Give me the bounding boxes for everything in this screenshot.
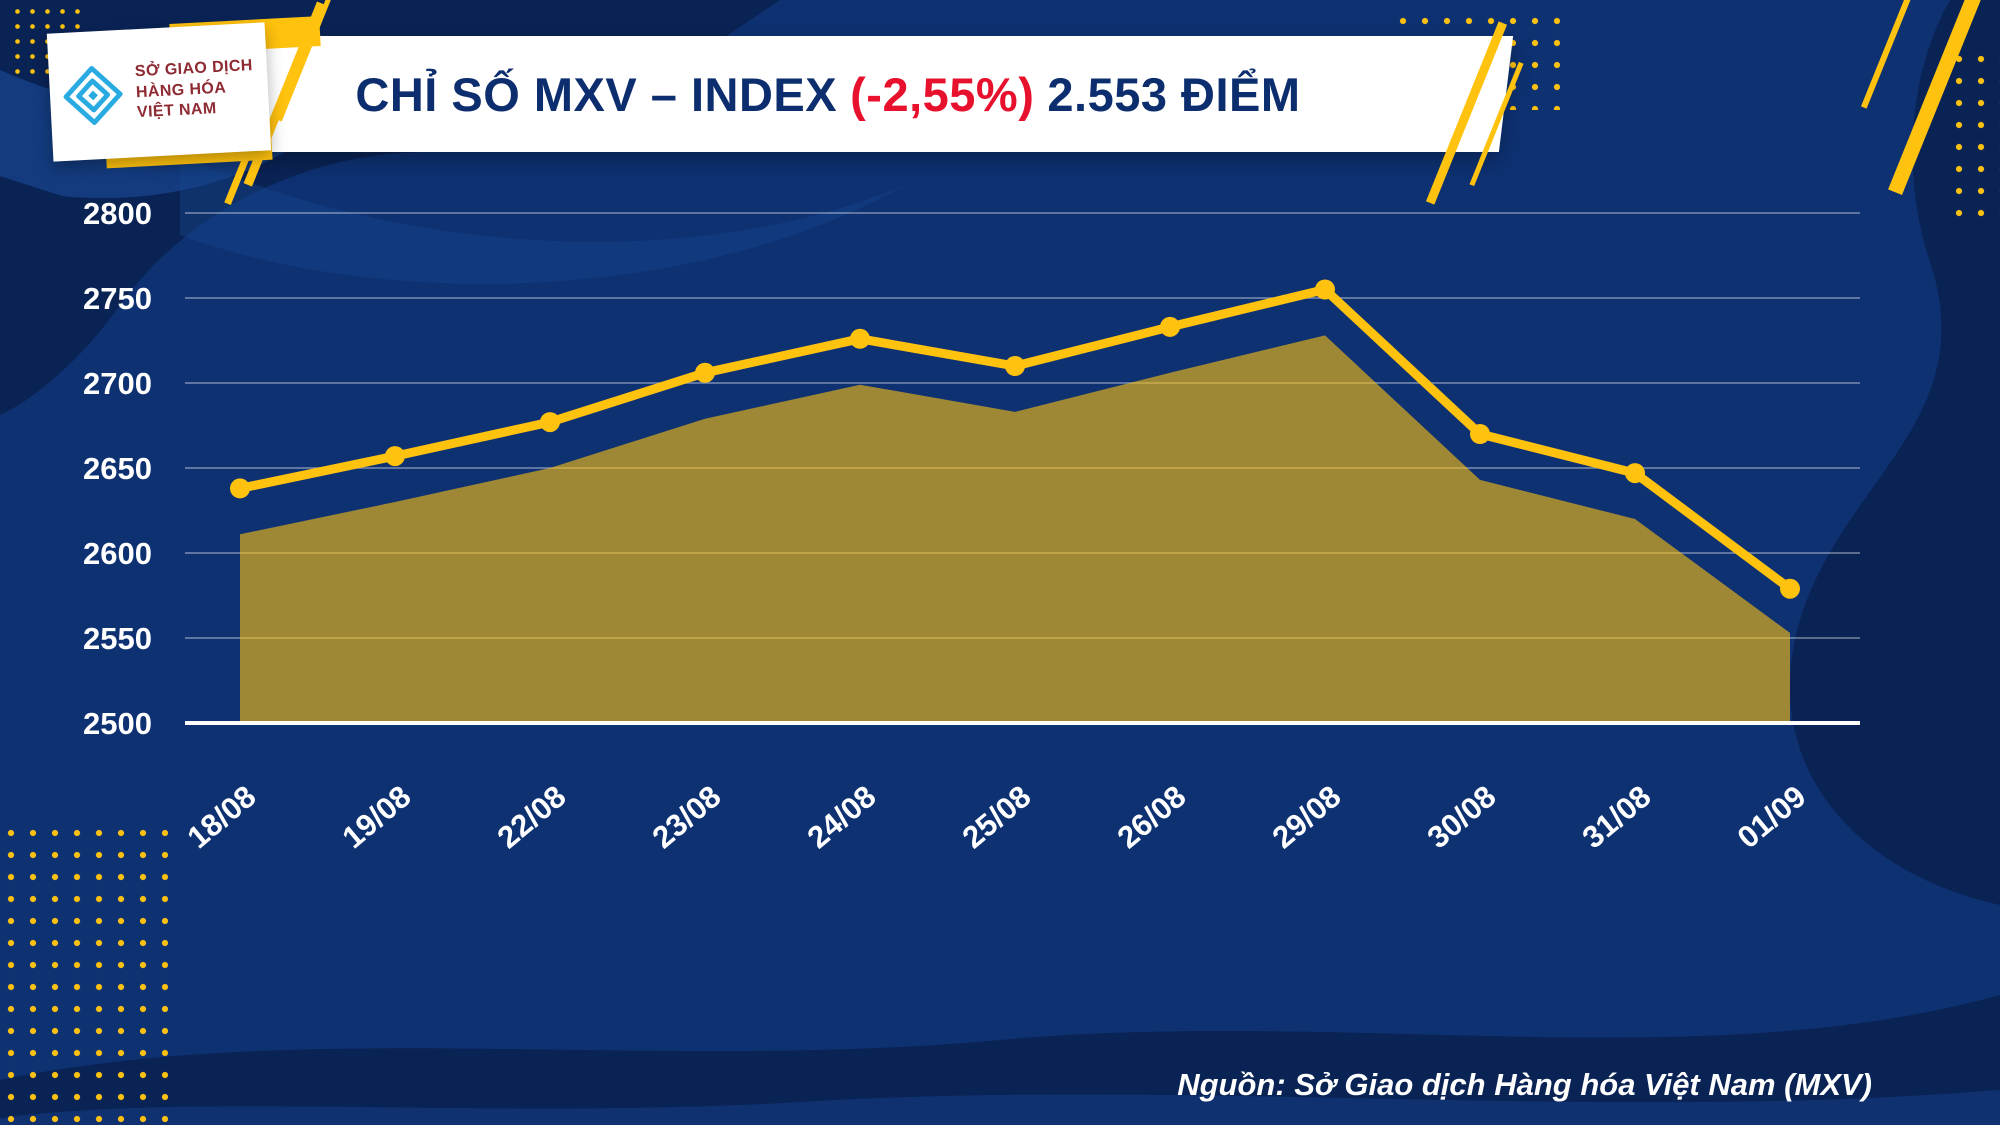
dot-grid-bottom-left [0,822,168,1125]
data-point-marker [1005,356,1025,376]
page-title: CHỈ SỐ MXV – INDEX (-2,55%) 2.553 ĐIỂM [150,36,1506,152]
data-point-marker [540,412,560,433]
title-points: 2.553 ĐIỂM [1047,67,1301,121]
data-point-marker [695,362,715,383]
dot-grid-right-corner [1948,48,2000,218]
title-main: CHỈ SỐ MXV – INDEX [355,67,838,121]
data-point-marker [850,328,870,349]
mxv-logo: SỞ GIAO DỊCH HÀNG HÓA VIỆT NAM [46,22,272,162]
y-axis-label: 2500 [83,706,152,741]
x-axis-label: 29/08 [1266,779,1348,856]
x-axis-label: 25/08 [956,779,1038,856]
source-credit: Nguồn: Sở Giao dịch Hàng hóa Việt Nam (M… [1177,1067,1872,1102]
y-axis-label: 2550 [83,621,152,656]
data-point-marker [1315,279,1335,300]
data-point-marker [1780,578,1800,599]
title-change-percent: (-2,55%) [850,67,1035,121]
x-axis-label: 18/08 [181,779,263,856]
x-axis-label: 24/08 [801,779,883,856]
y-axis-label: 2700 [83,366,152,401]
y-axis-label: 2800 [83,196,152,231]
y-axis-label: 2650 [83,451,152,486]
x-axis-label: 31/08 [1576,779,1658,856]
x-axis-label: 30/08 [1421,779,1503,856]
y-axis-label: 2600 [83,536,152,571]
data-point-marker [230,478,250,499]
y-axis-label: 2750 [83,281,152,316]
area-fill [240,335,1790,723]
data-point-marker [385,446,405,467]
mxv-logo-text: SỞ GIAO DỊCH HÀNG HÓA VIỆT NAM [134,56,255,124]
x-axis-label: 26/08 [1111,779,1193,856]
mxv-logo-icon [63,65,123,125]
data-point-marker [1160,316,1180,337]
x-axis-label: 01/09 [1731,779,1813,856]
data-point-marker [1470,424,1490,444]
x-axis-label: 22/08 [491,779,573,856]
x-axis-label: 23/08 [646,779,728,856]
x-axis-label: 19/08 [336,779,418,856]
data-point-marker [1625,463,1645,484]
